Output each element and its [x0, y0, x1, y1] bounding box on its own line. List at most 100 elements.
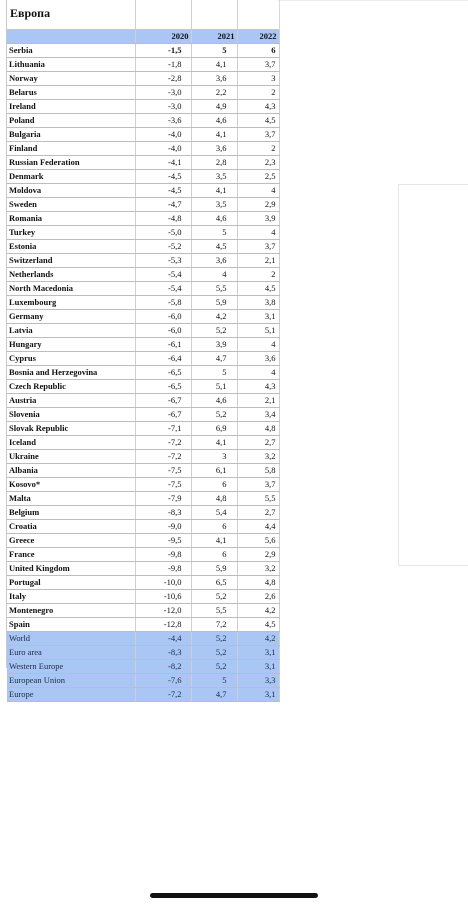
table-row: Albania -7,5 6,1 5,8	[7, 463, 280, 478]
country-name-cell: France	[7, 547, 136, 562]
value-2022-cell: 2,9	[237, 547, 280, 562]
value-2020-cell: -7,5	[135, 477, 192, 492]
table-row: Czech Republic -6,5 5,1 4,3	[7, 379, 280, 394]
country-name-cell: European Union	[7, 673, 136, 688]
table-row: Bosnia and Herzegovina -6,5 5 4	[7, 365, 280, 380]
value-2021-cell: 5,2	[191, 323, 238, 338]
value-2020-cell: -5,4	[135, 267, 192, 282]
country-name-cell: Greece	[7, 533, 136, 548]
value-2022-cell: 3,1	[237, 645, 280, 660]
value-2021-cell: 7,2	[191, 617, 238, 632]
value-2020-cell: -5,2	[135, 239, 192, 254]
value-2020-cell: -6,0	[135, 323, 192, 338]
table-row: Russian Federation -4,1 2,8 2,3	[7, 155, 280, 170]
home-indicator[interactable]	[150, 893, 318, 898]
value-2020-cell: -7,2	[135, 687, 192, 702]
value-2021-cell: 6	[191, 519, 238, 534]
value-2022-cell: 2	[237, 267, 280, 282]
value-2022-cell: 5,5	[237, 491, 280, 506]
country-name-cell: Belgium	[7, 505, 136, 520]
value-2021-cell: 3	[191, 449, 238, 464]
value-2020-cell: -9,5	[135, 533, 192, 548]
value-2020-cell: -12,0	[135, 603, 192, 618]
value-2022-cell: 2	[237, 85, 280, 100]
table-row: Austria -6,7 4,6 2,1	[7, 393, 280, 408]
value-2022-cell: 5,8	[237, 463, 280, 478]
country-name-cell: Kosovo*	[7, 477, 136, 492]
value-2022-cell: 5,1	[237, 323, 280, 338]
value-2021-cell: 3,5	[191, 169, 238, 184]
aggregate-row: Western Europe -8,2 5,2 3,1	[7, 659, 280, 674]
value-2021-cell: 4,1	[191, 183, 238, 198]
aggregate-row: Euro area -8,3 5,2 3,1	[7, 645, 280, 660]
value-2021-cell: 5,1	[191, 379, 238, 394]
table-row: Cyprus -6,4 4,7 3,6	[7, 351, 280, 366]
value-2021-cell: 2,8	[191, 155, 238, 170]
table-row: Serbia -1,5 5 6	[7, 43, 280, 58]
value-2020-cell: -12,8	[135, 617, 192, 632]
header-row: 2020 2021 2022	[7, 30, 280, 44]
value-2021-cell: 4	[191, 267, 238, 282]
value-2021-cell: 2,2	[191, 85, 238, 100]
country-name-cell: Spain	[7, 617, 136, 632]
value-2021-cell: 4,2	[191, 309, 238, 324]
country-name-cell: Bosnia and Herzegovina	[7, 365, 136, 380]
value-2022-cell: 2,7	[237, 505, 280, 520]
value-2020-cell: -2,8	[135, 71, 192, 86]
value-2021-cell: 3,9	[191, 337, 238, 352]
title-row: Европа	[7, 0, 279, 30]
country-name-cell: Lithuania	[7, 57, 136, 72]
country-name-cell: Croatia	[7, 519, 136, 534]
value-2020-cell: -7,9	[135, 491, 192, 506]
background-panel-outline	[398, 184, 468, 566]
header-cell-2022: 2022	[237, 30, 280, 44]
table-row: Netherlands -5,4 4 2	[7, 267, 280, 282]
country-name-cell: Luxembourg	[7, 295, 136, 310]
value-2022-cell: 4	[237, 337, 280, 352]
table-row: Estonia -5,2 4,5 3,7	[7, 239, 280, 254]
value-2022-cell: 2	[237, 141, 280, 156]
value-2022-cell: 4,2	[237, 603, 280, 618]
value-2020-cell: -7,2	[135, 449, 192, 464]
country-name-cell: Hungary	[7, 337, 136, 352]
country-name-cell: Norway	[7, 71, 136, 86]
table-row: Belarus -3,0 2,2 2	[7, 85, 280, 100]
value-2020-cell: -7,1	[135, 421, 192, 436]
value-2021-cell: 4,6	[191, 393, 238, 408]
value-2020-cell: -9,8	[135, 547, 192, 562]
value-2021-cell: 4,6	[191, 211, 238, 226]
country-name-cell: Cyprus	[7, 351, 136, 366]
value-2020-cell: -3,0	[135, 85, 192, 100]
value-2021-cell: 6	[191, 547, 238, 562]
value-2022-cell: 3,7	[237, 57, 280, 72]
country-name-cell: Austria	[7, 393, 136, 408]
value-2020-cell: -4,1	[135, 155, 192, 170]
value-2022-cell: 2,3	[237, 155, 280, 170]
country-name-cell: World	[7, 631, 136, 646]
value-2020-cell: -8,2	[135, 659, 192, 674]
value-2022-cell: 4	[237, 365, 280, 380]
country-name-cell: Turkey	[7, 225, 136, 240]
country-name-cell: Europe	[7, 687, 136, 702]
value-2021-cell: 5,4	[191, 505, 238, 520]
value-2021-cell: 6	[191, 477, 238, 492]
value-2020-cell: -4,7	[135, 197, 192, 212]
country-name-cell: Serbia	[7, 43, 136, 58]
country-name-cell: Finland	[7, 141, 136, 156]
value-2021-cell: 4,1	[191, 127, 238, 142]
value-2022-cell: 4	[237, 225, 280, 240]
value-2022-cell: 5,6	[237, 533, 280, 548]
value-2020-cell: -7,2	[135, 435, 192, 450]
country-name-cell: Bulgaria	[7, 127, 136, 142]
table-row: France -9,8 6 2,9	[7, 547, 280, 562]
value-2021-cell: 4,8	[191, 491, 238, 506]
background-grid-line	[278, 0, 468, 1]
grid-line	[237, 0, 238, 29]
country-name-cell: Malta	[7, 491, 136, 506]
value-2020-cell: -4,5	[135, 169, 192, 184]
country-name-cell: Poland	[7, 113, 136, 128]
country-name-cell: Russian Federation	[7, 155, 136, 170]
table-row: Poland -3,6 4,6 4,5	[7, 113, 280, 128]
table-row: Finland -4,0 3,6 2	[7, 141, 280, 156]
value-2021-cell: 6,9	[191, 421, 238, 436]
